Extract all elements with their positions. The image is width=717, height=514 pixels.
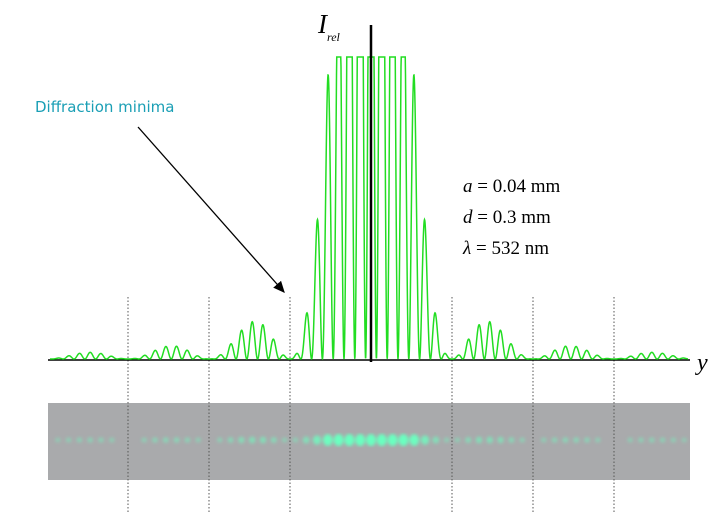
fringe-spot xyxy=(66,438,72,443)
fringe-spot xyxy=(55,438,60,442)
fringe-spot xyxy=(228,437,234,443)
diagram: Irel y a = 0.04 mm d = 0.3 mm λ = 532 nm… xyxy=(0,0,717,514)
fringe-spot xyxy=(476,437,483,444)
fringe-spot xyxy=(293,438,299,443)
fringe-spot xyxy=(398,434,408,446)
fringe-spot xyxy=(271,437,277,443)
fringe-spot xyxy=(660,437,666,442)
fringe-spot xyxy=(355,434,365,446)
fringe-spot xyxy=(421,435,429,444)
fringe-spot xyxy=(141,438,147,443)
fringe-spot xyxy=(238,437,245,443)
fringe-spot xyxy=(649,437,655,442)
vertical-axis-label: Irel xyxy=(317,9,341,44)
annotation-arrow xyxy=(138,127,284,292)
fringe-spot xyxy=(455,438,460,443)
fringe-spot xyxy=(174,437,180,443)
fringe-spot xyxy=(519,438,525,443)
fringe-spot xyxy=(195,438,200,443)
horizontal-axis-label: y xyxy=(695,350,708,376)
parameter: a = 0.04 mm xyxy=(463,176,560,197)
annotation: Diffraction minima xyxy=(35,98,174,116)
fringe-spot xyxy=(508,437,514,443)
fringe-spot xyxy=(282,438,287,443)
fringe-spot xyxy=(432,437,439,444)
fringe-spot xyxy=(638,437,644,442)
fringe-spot xyxy=(323,434,333,446)
fringe-spot xyxy=(552,437,558,442)
fringe-spot xyxy=(486,437,493,444)
fringe-spot xyxy=(671,438,677,443)
parameter: λ = 532 nm xyxy=(462,238,549,259)
fringe-spot xyxy=(260,437,267,444)
fringe-spot xyxy=(627,438,632,443)
fringe-spot xyxy=(377,434,387,446)
fringe-spot xyxy=(249,437,256,444)
fringe-spot xyxy=(87,437,93,442)
parameter: d = 0.3 mm xyxy=(463,207,551,228)
fringe-spot xyxy=(465,437,471,443)
fringe-spot xyxy=(584,437,590,442)
fringe-spot xyxy=(163,437,169,443)
fringe-spot xyxy=(444,438,450,443)
fringe-spot xyxy=(595,438,601,443)
fringe-spot xyxy=(344,434,354,446)
fringe-spot xyxy=(152,437,158,442)
parameters: a = 0.04 mm d = 0.3 mm λ = 532 nm xyxy=(462,176,560,259)
fringe-spot xyxy=(109,438,114,443)
fringe-spot xyxy=(303,437,310,444)
fringe-spot xyxy=(541,438,546,443)
fringe-spot xyxy=(366,434,376,446)
fringe-spot xyxy=(98,437,104,442)
fringe-spot xyxy=(682,438,687,442)
fringe-spot xyxy=(313,435,321,444)
fringe-spot xyxy=(388,434,398,446)
fringe-spot xyxy=(562,437,568,443)
fringe-spot xyxy=(334,434,344,446)
fringe-spot xyxy=(217,438,223,443)
fringe-spot xyxy=(77,437,83,442)
fringe-spot xyxy=(184,437,190,442)
fringe-spot xyxy=(409,434,419,446)
fringe-spot xyxy=(497,437,504,443)
fringe-spot xyxy=(573,437,579,443)
